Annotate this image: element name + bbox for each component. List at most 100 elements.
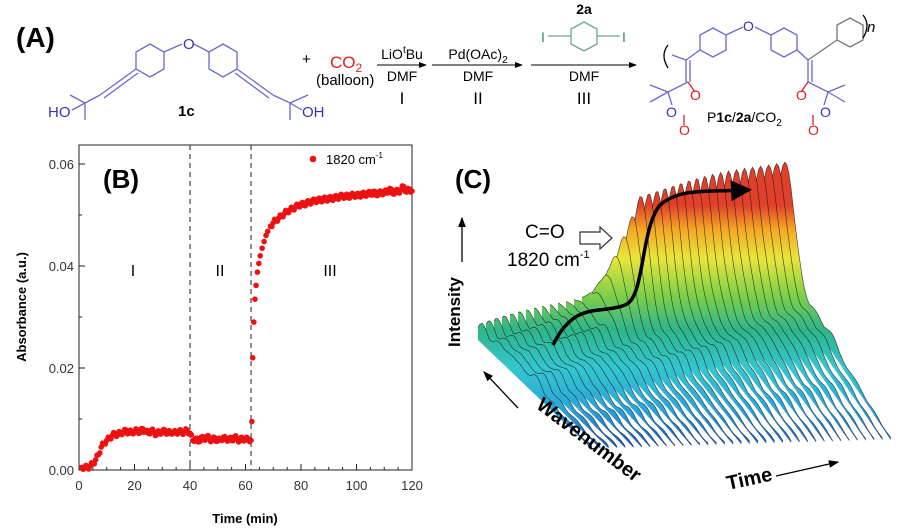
panel-a-label: (A) <box>16 22 55 53</box>
x-tick-labels: 0 20 40 60 80 100 120 <box>75 478 422 493</box>
x-tick-label: 80 <box>294 478 308 493</box>
product-ether-oxygen: O <box>743 18 754 34</box>
spectrum-ridge-line <box>493 318 609 447</box>
region-label-2: II <box>216 263 225 280</box>
axis-ticks <box>78 163 413 471</box>
panel-c-surface-plot: (C) C=O 1820 cm-1 Intensity Wavenumber T… <box>445 161 892 495</box>
surface-slice <box>590 275 709 446</box>
surface-slice <box>550 304 667 447</box>
spectrum-ridge-line <box>477 322 593 447</box>
product-carbonyl-o-right: O <box>808 122 819 138</box>
data-point <box>188 432 195 438</box>
stage-dividers <box>189 145 252 470</box>
data-point <box>259 245 265 251</box>
product-carbonyl-o-left: O <box>679 122 690 138</box>
spectrum-ridge-line <box>757 163 883 439</box>
surface-slice <box>566 301 684 447</box>
surface-slice <box>494 318 609 449</box>
step-1-solvent: DMF <box>387 68 417 84</box>
y-tick-label: 0.04 <box>49 259 74 274</box>
data-point <box>400 183 407 190</box>
spectrum-ridge-line <box>581 292 701 445</box>
x-tick-label: 120 <box>401 478 423 493</box>
data-point <box>92 457 99 463</box>
spectrum-ridge-line <box>709 170 833 441</box>
spectrum-ridge-line <box>629 194 750 442</box>
region-label-1: I <box>131 263 135 280</box>
data-point <box>249 355 256 361</box>
spectrum-ridge-line <box>621 196 742 442</box>
ether-oxygen-label: O <box>183 36 195 53</box>
spectrum-ridge-line <box>526 309 643 447</box>
y-tick-labels: 0.00 0.02 0.04 0.06 <box>49 157 74 478</box>
surface-slice <box>518 311 634 448</box>
data-point <box>252 296 258 302</box>
spectrum-ridge-line <box>661 183 784 442</box>
wavenumber-annotation: 1820 cm-1 <box>507 249 590 271</box>
data-point <box>257 253 264 259</box>
iodo-left-label: I <box>541 29 545 45</box>
step-3-roman: III <box>577 89 591 108</box>
surface-slice <box>486 320 601 449</box>
step-2-solvent: DMF <box>463 68 493 84</box>
legend-marker <box>309 155 317 163</box>
spectrum-ridge-line <box>725 167 850 441</box>
co2-label: CO2 <box>330 53 363 75</box>
panel-b-chart: 0 20 40 60 80 100 120 0.00 0.02 0.04 0.06 Time (m… <box>14 144 423 526</box>
spectrum-ridge-line <box>741 165 867 440</box>
x-tick-label: 20 <box>127 478 141 493</box>
spectrum-ridge-line <box>765 161 892 438</box>
spectrum-ridge-line <box>613 216 734 443</box>
time-axis-label: Time <box>724 464 774 495</box>
legend-label: 1820 cm-1 <box>326 151 384 167</box>
spectrum-ridge-line <box>669 180 792 442</box>
spectrum-ridge-line <box>685 175 809 442</box>
spectrum-ridge-line <box>653 186 775 442</box>
data-point <box>249 418 255 425</box>
data-point <box>264 228 271 235</box>
surface-slice <box>542 306 659 447</box>
product-ring-o-right: O <box>796 87 807 103</box>
data-point <box>254 269 261 275</box>
spectrum-ridge-line <box>541 305 659 447</box>
surface-slice <box>606 236 725 445</box>
spectrum-ridge-line <box>693 173 817 442</box>
step-3-solvent: DMF <box>569 68 599 84</box>
data-point <box>251 319 257 325</box>
hydroxyl-left-label: HO <box>48 104 71 121</box>
surface-slice <box>478 323 592 449</box>
x-axis-label: Time (min) <box>212 511 278 526</box>
spectrum-ridge-line <box>605 236 726 443</box>
spectrum-ridge-line <box>573 299 692 445</box>
spectrum-ridge-line <box>485 320 601 447</box>
data-point <box>409 188 415 194</box>
hydroxyl-right-label: OH <box>302 104 325 121</box>
panel-b-label: (B) <box>103 164 139 194</box>
spectrum-ridge-line <box>517 311 634 447</box>
step-2-reagent: Pd(OAc)2 <box>448 46 508 66</box>
spectrum-ridge-line <box>533 307 651 447</box>
panel-c-label: (C) <box>455 164 491 194</box>
surface-slice <box>574 299 692 446</box>
surface-slice <box>502 316 617 449</box>
spectrum-ridge-line <box>645 188 767 442</box>
polymer-product-structure <box>649 14 868 125</box>
spectrum-ridge-line <box>749 164 875 439</box>
spectrum-ridge-line <box>565 301 684 446</box>
step-1-roman: I <box>400 89 405 108</box>
step-1-reagent: LiOtBu <box>381 45 423 62</box>
repeat-unit-n: n <box>867 19 875 36</box>
data-point <box>253 282 259 289</box>
carbonyl-annotation: C=O <box>525 222 565 243</box>
time-axis-arrow <box>775 460 840 477</box>
spectrum-ridge-line <box>701 171 825 442</box>
y-tick-label: 0.00 <box>49 463 74 478</box>
hollow-arrow-icon <box>579 225 613 251</box>
data-points <box>78 183 415 473</box>
plus-sign: + <box>302 51 311 68</box>
product-ring-o-right-2: O <box>820 104 831 120</box>
product-ring-o-left-2: O <box>666 104 677 120</box>
region-label-3: III <box>323 263 336 280</box>
spectrum-ridge-line <box>589 274 709 444</box>
